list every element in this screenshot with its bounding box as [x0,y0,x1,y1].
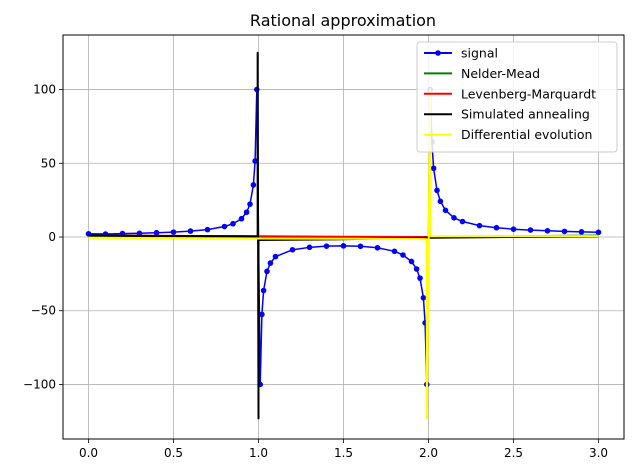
data-point [252,158,258,164]
x-tick-label: 1.5 [334,446,353,460]
data-point [272,253,279,260]
legend-label: Nelder-Mead [461,66,540,81]
y-tick-label: 50 [41,156,56,170]
data-point [451,215,457,221]
data-point [247,201,253,207]
data-point [340,243,347,249]
legend-label: Simulated annealing [461,107,590,122]
data-point [259,311,265,318]
y-tick-label: −50 [31,304,56,318]
legend-box [416,41,618,153]
legend-item: Levenberg-Marquardt [424,86,596,101]
axis-ticks: 0.0 0.5 1.0 1.5 2.0 2.5 3.0 −100 −50 0 50 100 [23,83,608,460]
data-point [391,248,398,255]
legend-item: Nelder-Mead [424,66,540,81]
data-point [442,207,449,214]
series-simulated-annealing [88,51,599,420]
data-point [400,252,406,258]
legend-item: signal [424,46,498,61]
legend-item: Simulated annealing [424,107,590,122]
data-point [267,260,274,266]
series-line [88,88,599,420]
legend-marker [435,50,441,56]
series-line [88,88,599,386]
data-point [323,243,330,249]
x-tick-label: 2.0 [419,446,438,460]
data-point [527,227,534,233]
data-point [238,215,245,222]
legend-item: Differential evolution [424,127,592,142]
data-point [170,229,177,235]
series-line [88,51,599,420]
y-tick-label: −100 [23,377,56,391]
legend: signal Nelder-Mead Levenberg-Marquardt Simu… [416,41,618,153]
legend-label: Differential evolution [461,127,592,142]
legend-label: signal [461,46,498,61]
data-point [204,226,211,233]
x-tick-label: 0.0 [79,446,98,460]
data-point [459,218,466,225]
data-point [153,229,160,236]
data-point [430,165,437,172]
data-point [493,224,500,231]
data-point [374,244,381,251]
plot-area [85,51,602,420]
legend-label: Levenberg-Marquardt [461,86,596,101]
data-point [264,268,270,275]
data-point [357,243,364,250]
data-point [434,187,440,194]
data-point [510,226,517,232]
data-point [561,228,568,235]
data-point [289,247,296,253]
y-tick-label: 100 [33,83,56,97]
x-tick-label: 0.5 [164,446,183,460]
data-point [408,258,415,265]
data-point [476,222,483,229]
chart-title: Rational approximation [250,11,436,30]
data-point [306,244,313,251]
data-point [420,294,427,301]
y-tick-label: 0 [48,230,56,244]
data-point [243,209,250,216]
x-tick-label: 1.0 [249,446,268,460]
data-point [413,266,420,272]
data-point [578,229,585,235]
data-point [187,228,194,234]
data-point [230,220,236,227]
data-point [260,287,267,294]
data-point [437,198,444,205]
data-point [221,223,228,230]
x-tick-label: 2.5 [504,446,523,460]
x-tick-label: 3.0 [589,446,608,460]
data-point [595,229,602,236]
data-point [250,182,257,188]
data-point [544,228,551,234]
series-differential-evolution [88,88,599,420]
data-point [417,275,423,281]
